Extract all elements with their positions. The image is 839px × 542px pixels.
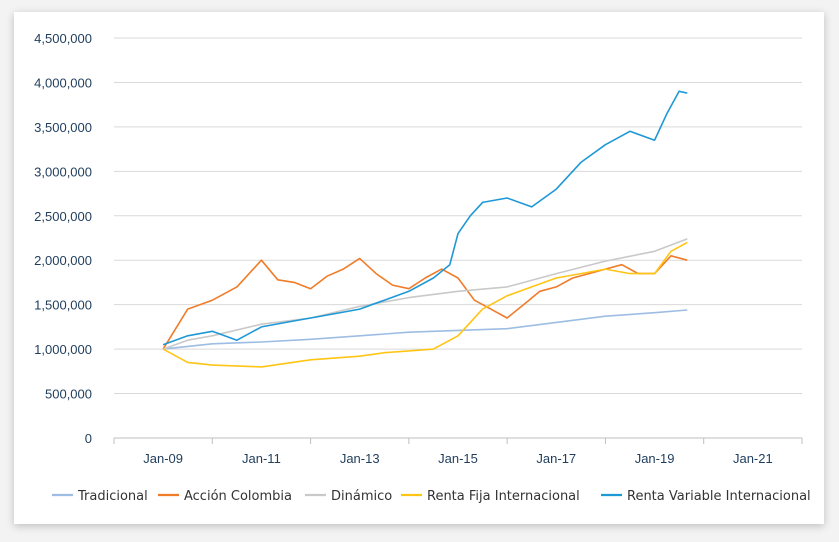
series-line-dinamico [162, 238, 688, 350]
y-tick-label: 1,500,000 [34, 298, 92, 313]
legend-label-tradicional: Tradicional [77, 489, 148, 504]
series-line-renta-fija-internacional [162, 241, 688, 368]
x-tick-label: Jan-13 [340, 451, 380, 466]
y-tick-label: 3,000,000 [34, 164, 92, 179]
y-tick-label: 3,500,000 [34, 120, 92, 135]
x-tick-label: Jan-09 [143, 451, 183, 466]
legend-label-dinamico: Dinámico [331, 489, 392, 504]
series-line-tradicional [163, 309, 688, 350]
legend-label-accion-colombia: Acción Colombia [184, 489, 292, 504]
y-tick-label: 2,000,000 [34, 253, 92, 268]
chart-card: 0 500,000 1,000,000 1,500,000 2,000,000 2,500… [14, 12, 824, 524]
x-tick-label: Jan-15 [438, 451, 478, 466]
x-tick-label: Jan-11 [242, 451, 281, 466]
series-line-renta-variable-internacional [162, 90, 688, 346]
legend-label-renta-fija-internacional: Renta Fija Internacional [427, 489, 580, 504]
series-lines [162, 90, 688, 368]
legend: Tradicional Acción Colombia Dinámico Renta … [52, 489, 811, 504]
y-axis-ticks: 0 500,000 1,000,000 1,500,000 2,000,000 2,500… [34, 31, 92, 446]
y-tick-label: 4,000,000 [34, 75, 92, 90]
x-tick-label: Jan-19 [635, 451, 675, 466]
x-tick-label: Jan-17 [536, 451, 576, 466]
y-tick-label: 0 [85, 431, 92, 446]
x-tick-label: Jan-21 [733, 451, 773, 466]
y-tick-label: 2,500,000 [34, 209, 92, 224]
y-tick-label: 500,000 [45, 387, 92, 402]
y-tick-label: 4,500,000 [34, 31, 92, 46]
grid-lines [114, 37, 802, 395]
y-tick-label: 1,000,000 [34, 342, 92, 357]
x-axis: Jan-09 Jan-11 Jan-13 Jan-15 Jan-17 Jan-19 Jan-… [113, 437, 803, 466]
legend-label-renta-variable-internacional: Renta Variable Internacional [627, 489, 811, 504]
line-chart: 0 500,000 1,000,000 1,500,000 2,000,000 2,500… [34, 31, 811, 504]
